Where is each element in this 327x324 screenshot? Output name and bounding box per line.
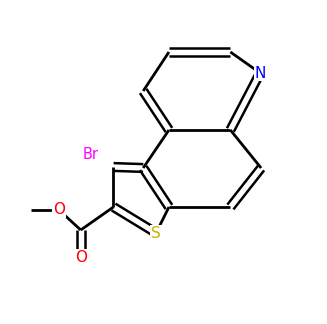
- Text: O: O: [53, 202, 65, 217]
- Text: S: S: [151, 226, 161, 240]
- Text: O: O: [75, 249, 87, 264]
- Text: Br: Br: [83, 146, 99, 162]
- Text: N: N: [254, 65, 266, 80]
